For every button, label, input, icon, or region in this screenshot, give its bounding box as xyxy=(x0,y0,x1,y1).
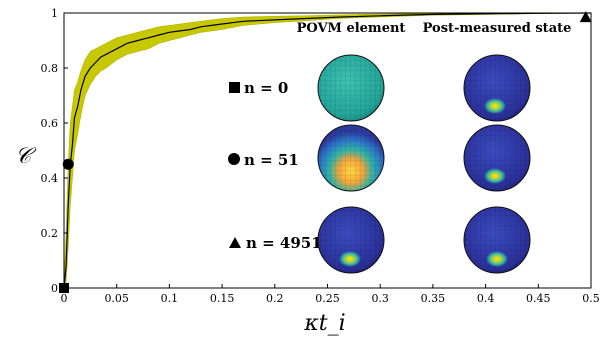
x-tick-label: 0.2 xyxy=(266,292,284,305)
x-tick-label: 0.05 xyxy=(104,292,129,305)
x-tick-label: 0.4 xyxy=(477,292,495,305)
y-tick-label: 0.4 xyxy=(41,172,59,185)
y-tick-label: 0 xyxy=(51,282,58,295)
mean-coherence-line xyxy=(63,12,592,289)
post-state-sphere-n0 xyxy=(463,54,531,122)
post-state-sphere-n4951 xyxy=(463,206,531,274)
x-tick-label: 0.3 xyxy=(371,292,389,305)
x-axis-ticks: 0 0.05 0.1 0.15 0.2 0.25 0.3 0.35 0.4 0.45 0.5 xyxy=(61,284,600,305)
x-tick-label: 0.35 xyxy=(421,292,446,305)
circle-marker-icon xyxy=(228,153,240,165)
x-tick-label: 0.25 xyxy=(315,292,340,305)
x-tick-label: 0 xyxy=(61,292,68,305)
triangle-marker-icon xyxy=(229,237,241,248)
inset-row-n4951: n = 4951 xyxy=(229,206,531,274)
inset-row-n0: n = 0 xyxy=(229,54,531,122)
inset-row-n51: n = 51 xyxy=(228,124,531,192)
square-data-marker xyxy=(59,283,69,293)
row-label: n = 51 xyxy=(244,151,299,169)
x-axis-label: κt_i xyxy=(303,311,345,336)
row-label: n = 0 xyxy=(244,79,288,97)
y-axis-ticks: 0 0.2 0.4 0.6 0.8 1 xyxy=(41,7,68,295)
x-tick-label: 0.15 xyxy=(210,292,235,305)
y-axis-label: 𝒞 xyxy=(15,144,37,169)
y-tick-label: 0.6 xyxy=(41,117,59,130)
chart-markers xyxy=(59,11,592,293)
povm-sphere-n0 xyxy=(317,54,385,122)
y-tick-label: 1 xyxy=(51,7,58,20)
triangle-data-marker xyxy=(579,11,592,23)
post-state-sphere-n51 xyxy=(463,124,531,192)
square-marker-icon xyxy=(229,82,240,93)
post-measured-column-header: Post-measured state xyxy=(423,21,572,36)
povm-sphere-n4951 xyxy=(317,206,385,274)
row-label: n = 4951 xyxy=(246,234,322,252)
povm-column-header: POVM element xyxy=(297,21,406,36)
y-tick-label: 0.8 xyxy=(41,62,59,75)
y-tick-label: 0.2 xyxy=(41,227,59,240)
x-tick-label: 0.45 xyxy=(526,292,551,305)
x-tick-label: 0.5 xyxy=(582,292,600,305)
circle-data-marker xyxy=(62,158,74,170)
povm-sphere-n51 xyxy=(317,124,385,192)
x-tick-label: 0.1 xyxy=(161,292,179,305)
